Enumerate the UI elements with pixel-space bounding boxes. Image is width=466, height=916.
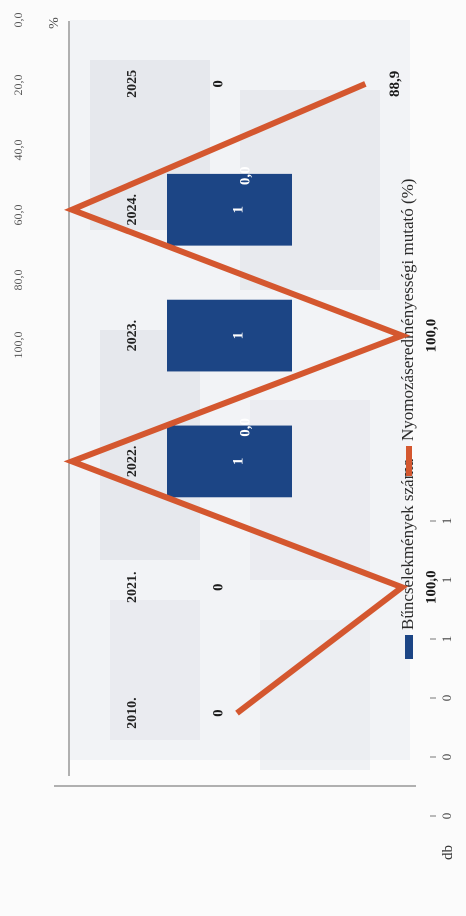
bar [167,173,292,246]
y-axis-right-tick: 0,0 [11,13,25,28]
y-axis-right-tick: 100,0 [11,332,25,359]
x-axis-tick-label: 2010. [125,697,140,729]
bar-series [167,173,292,498]
x-axis-tick-label: 2023. [125,320,140,352]
bar-value-label: 0 [210,584,226,592]
x-axis-tick-label: 2021. [125,572,140,604]
y-axis-left-tick: 0 [439,695,454,702]
bar [167,299,292,372]
bar-value-label: 1 [230,458,246,466]
bar-value-label: 1 [230,332,246,340]
line-value-label: 100,0 [423,570,439,604]
line-series [63,81,411,716]
legend-line-label: Nyomozáseredményességi mutató (%) [398,179,417,441]
bar-value-label: 0 [210,709,226,717]
line-value-label: 0,0 [237,418,253,437]
line-series-path [63,81,411,716]
y-axis-right-tick: 60,0 [11,205,25,226]
legend-bar-swatch [405,635,413,659]
y-axis-right-tick: 40,0 [11,140,25,161]
legend-bar-label: Bűncselekmények száma [398,458,417,630]
line-value-label: 0,0 [237,166,253,185]
bar-value-label: 0 [210,80,226,88]
y-axis-left-unit: db [440,845,456,860]
data-labels: 0 0 1 1 1 0 100,0 0,0 100,0 0,0 88,9 [210,71,439,717]
x-axis-tick-label: 2024. [125,194,140,226]
y-axis-left-tick: 0 [439,813,454,820]
y-axis-left-tick: 1 [439,577,454,584]
y-axis-right-tick: 20,0 [11,75,25,96]
y-axis-right-unit: % [47,17,62,29]
bar-value-label: 1 [230,206,246,214]
bar [167,425,292,498]
x-axis-tick-label: 2022. [125,446,140,478]
line-value-label: 88,9 [387,71,403,97]
y-axis-left-tick: 1 [439,636,454,643]
y-axis-left-tick: 1 [439,518,454,525]
y-axis-right-tick: 80,0 [11,270,25,291]
line-value-label: 100,0 [423,319,439,353]
x-axis-tick-label: 2025 [125,70,140,98]
chart-axes: db000111%0,020,040,060,080,0100,02010.20… [11,13,456,861]
y-axis-left-tick: 0 [439,754,454,761]
